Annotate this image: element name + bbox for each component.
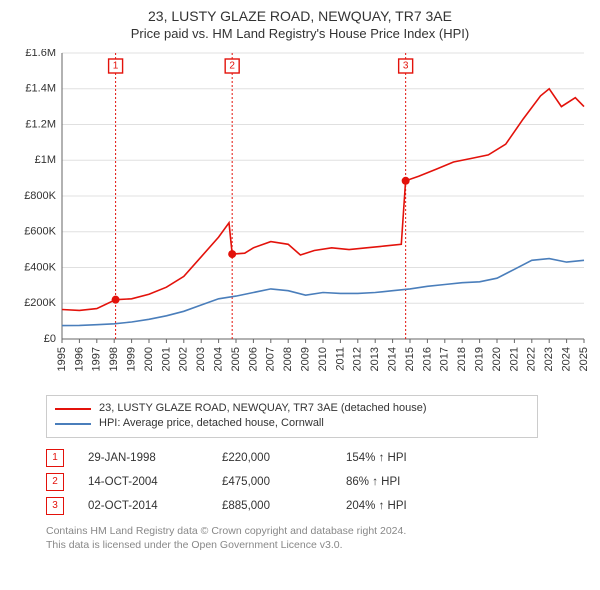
sale-hpi-1: 154% ↑ HPI bbox=[346, 452, 466, 464]
svg-text:3: 3 bbox=[403, 61, 409, 72]
svg-text:2009: 2009 bbox=[300, 347, 312, 371]
svg-text:2025: 2025 bbox=[578, 347, 588, 371]
sale-date-1: 29-JAN-1998 bbox=[88, 452, 198, 464]
svg-text:2024: 2024 bbox=[561, 347, 573, 371]
svg-text:2014: 2014 bbox=[387, 347, 399, 371]
svg-text:£1.6M: £1.6M bbox=[25, 49, 56, 59]
attribution-line-2: This data is licensed under the Open Gov… bbox=[46, 538, 538, 552]
legend-item-hpi: HPI: Average price, detached house, Corn… bbox=[55, 416, 529, 431]
legend-item-property: 23, LUSTY GLAZE ROAD, NEWQUAY, TR7 3AE (… bbox=[55, 401, 529, 416]
svg-text:2013: 2013 bbox=[369, 347, 381, 371]
svg-text:2019: 2019 bbox=[474, 347, 486, 371]
sale-marker-3: 3 bbox=[46, 497, 64, 515]
svg-text:1996: 1996 bbox=[73, 347, 85, 371]
sale-price-1: £220,000 bbox=[222, 452, 322, 464]
svg-text:2020: 2020 bbox=[491, 347, 503, 371]
svg-text:2005: 2005 bbox=[230, 347, 242, 371]
sale-date-3: 02-OCT-2014 bbox=[88, 500, 198, 512]
svg-text:2002: 2002 bbox=[178, 347, 190, 371]
legend-swatch-hpi bbox=[55, 423, 91, 425]
svg-text:£600K: £600K bbox=[24, 226, 56, 238]
svg-text:2021: 2021 bbox=[508, 347, 520, 371]
svg-text:2011: 2011 bbox=[334, 347, 346, 371]
svg-text:2001: 2001 bbox=[160, 347, 172, 371]
svg-text:£1.2M: £1.2M bbox=[25, 118, 56, 130]
sale-price-2: £475,000 bbox=[222, 476, 322, 488]
svg-text:2018: 2018 bbox=[456, 347, 468, 371]
svg-text:2006: 2006 bbox=[247, 347, 259, 371]
svg-text:1997: 1997 bbox=[91, 347, 103, 371]
legend-label-hpi: HPI: Average price, detached house, Corn… bbox=[99, 416, 324, 431]
svg-text:1995: 1995 bbox=[56, 347, 68, 371]
svg-text:2017: 2017 bbox=[439, 347, 451, 371]
sale-price-3: £885,000 bbox=[222, 500, 322, 512]
sale-hpi-3: 204% ↑ HPI bbox=[346, 500, 466, 512]
svg-text:2010: 2010 bbox=[317, 347, 329, 371]
svg-text:£800K: £800K bbox=[24, 190, 56, 202]
attribution-line-1: Contains HM Land Registry data © Crown c… bbox=[46, 524, 538, 538]
svg-text:2015: 2015 bbox=[404, 347, 416, 371]
svg-text:2007: 2007 bbox=[265, 347, 277, 371]
svg-text:2023: 2023 bbox=[543, 347, 555, 371]
legend-label-property: 23, LUSTY GLAZE ROAD, NEWQUAY, TR7 3AE (… bbox=[99, 401, 427, 416]
svg-text:2: 2 bbox=[229, 61, 235, 72]
price-chart: £0 £200K £400K £600K £800K £1M £1.2M £1.4M £1.6M… bbox=[12, 49, 588, 387]
sales-table: 1 29-JAN-1998 £220,000 154% ↑ HPI 2 14-O… bbox=[46, 446, 538, 518]
sale-marker-2: 2 bbox=[46, 473, 64, 491]
svg-text:£1M: £1M bbox=[35, 154, 56, 166]
legend-box: 23, LUSTY GLAZE ROAD, NEWQUAY, TR7 3AE (… bbox=[46, 395, 538, 438]
attribution: Contains HM Land Registry data © Crown c… bbox=[46, 524, 538, 552]
chart-svg: £0 £200K £400K £600K £800K £1M £1.2M £1.4M £1.6M… bbox=[12, 49, 588, 387]
page-subtitle: Price paid vs. HM Land Registry's House … bbox=[12, 26, 588, 41]
svg-text:2012: 2012 bbox=[352, 347, 364, 371]
svg-text:2022: 2022 bbox=[526, 347, 538, 371]
svg-text:£400K: £400K bbox=[24, 261, 56, 273]
svg-text:2000: 2000 bbox=[143, 347, 155, 371]
sale-hpi-2: 86% ↑ HPI bbox=[346, 476, 466, 488]
svg-text:£1.4M: £1.4M bbox=[25, 83, 56, 95]
page-title: 23, LUSTY GLAZE ROAD, NEWQUAY, TR7 3AE bbox=[12, 8, 588, 24]
svg-text:1999: 1999 bbox=[126, 347, 138, 371]
svg-text:£200K: £200K bbox=[24, 297, 56, 309]
sale-date-2: 14-OCT-2004 bbox=[88, 476, 198, 488]
svg-text:1: 1 bbox=[113, 61, 119, 72]
svg-text:£0: £0 bbox=[44, 333, 56, 345]
svg-text:2008: 2008 bbox=[282, 347, 294, 371]
sales-row-2: 2 14-OCT-2004 £475,000 86% ↑ HPI bbox=[46, 470, 538, 494]
svg-text:2003: 2003 bbox=[195, 347, 207, 371]
sales-row-1: 1 29-JAN-1998 £220,000 154% ↑ HPI bbox=[46, 446, 538, 470]
svg-text:2016: 2016 bbox=[421, 347, 433, 371]
sale-marker-1: 1 bbox=[46, 449, 64, 467]
legend-swatch-property bbox=[55, 408, 91, 410]
svg-text:2004: 2004 bbox=[213, 347, 225, 371]
sales-row-3: 3 02-OCT-2014 £885,000 204% ↑ HPI bbox=[46, 494, 538, 518]
svg-text:1998: 1998 bbox=[108, 347, 120, 371]
